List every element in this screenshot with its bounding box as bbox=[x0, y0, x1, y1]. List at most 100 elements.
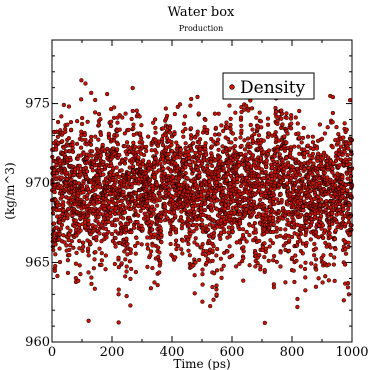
density-point bbox=[66, 136, 72, 141]
density-point bbox=[143, 144, 149, 150]
density-point bbox=[110, 220, 115, 225]
density-point bbox=[343, 247, 348, 252]
density-point bbox=[172, 131, 177, 137]
density-point bbox=[67, 232, 72, 237]
density-point bbox=[157, 197, 162, 203]
density-point bbox=[299, 188, 304, 194]
density-point bbox=[117, 127, 122, 132]
density-point bbox=[160, 136, 165, 142]
density-point bbox=[278, 192, 283, 197]
density-point bbox=[239, 151, 244, 157]
density-point bbox=[188, 186, 193, 192]
density-point bbox=[200, 272, 205, 277]
density-point bbox=[212, 132, 218, 137]
density-point bbox=[162, 204, 168, 209]
density-point bbox=[345, 176, 350, 181]
density-point bbox=[200, 267, 205, 272]
density-point bbox=[128, 206, 134, 212]
density-point bbox=[287, 238, 292, 243]
density-point bbox=[305, 134, 311, 139]
density-point bbox=[310, 155, 315, 160]
density-point bbox=[311, 161, 316, 166]
density-point bbox=[159, 232, 164, 238]
density-point bbox=[305, 143, 311, 148]
density-point bbox=[89, 275, 94, 280]
density-point bbox=[173, 238, 179, 243]
density-point bbox=[79, 78, 84, 83]
density-point bbox=[148, 249, 154, 254]
density-point bbox=[289, 113, 294, 118]
density-point bbox=[165, 155, 170, 161]
density-point bbox=[293, 253, 298, 258]
density-point bbox=[274, 259, 279, 264]
density-point bbox=[65, 258, 71, 263]
density-point bbox=[292, 279, 297, 285]
density-point bbox=[322, 170, 327, 176]
density-point bbox=[205, 227, 211, 232]
density-point bbox=[289, 234, 295, 240]
density-point bbox=[77, 246, 82, 251]
density-point bbox=[179, 247, 184, 252]
density-point bbox=[199, 206, 204, 211]
density-point bbox=[53, 242, 58, 247]
density-point bbox=[144, 148, 149, 154]
density-point bbox=[331, 262, 337, 267]
density-point bbox=[285, 217, 290, 223]
density-point bbox=[276, 209, 282, 214]
density-point bbox=[283, 280, 288, 285]
density-point bbox=[203, 117, 208, 123]
y-axis-ticks: 960 965 970 975 bbox=[25, 55, 352, 350]
density-point bbox=[103, 253, 108, 258]
density-point bbox=[124, 264, 129, 269]
density-point bbox=[113, 244, 118, 249]
density-point bbox=[229, 140, 234, 145]
density-point bbox=[317, 122, 323, 127]
density-point bbox=[99, 251, 104, 256]
density-point bbox=[328, 245, 333, 250]
density-point bbox=[218, 256, 224, 261]
density-point bbox=[60, 194, 65, 199]
density-point bbox=[176, 243, 181, 249]
density-point bbox=[74, 250, 79, 256]
density-point bbox=[106, 205, 112, 210]
density-point bbox=[262, 254, 267, 260]
density-point bbox=[55, 134, 60, 139]
density-point bbox=[214, 253, 219, 258]
density-point bbox=[272, 201, 277, 207]
density-point bbox=[73, 227, 79, 233]
density-point bbox=[230, 131, 236, 136]
density-point bbox=[140, 158, 146, 163]
density-point bbox=[79, 97, 84, 102]
density-point bbox=[140, 140, 145, 145]
density-point bbox=[244, 239, 249, 244]
density-point bbox=[209, 153, 215, 159]
density-point bbox=[113, 177, 118, 182]
density-point bbox=[188, 126, 194, 131]
density-point bbox=[122, 161, 128, 166]
density-point bbox=[240, 227, 246, 232]
density-point bbox=[347, 157, 352, 162]
density-point bbox=[292, 225, 297, 230]
density-point bbox=[251, 199, 257, 204]
density-point bbox=[188, 136, 194, 141]
density-point bbox=[215, 198, 220, 203]
density-point bbox=[205, 163, 210, 169]
density-point bbox=[215, 141, 220, 146]
density-point bbox=[139, 242, 144, 247]
density-point bbox=[145, 242, 150, 247]
density-point bbox=[161, 126, 166, 131]
density-point bbox=[92, 257, 97, 262]
density-point bbox=[241, 249, 246, 254]
density-point bbox=[221, 168, 227, 173]
density-point bbox=[88, 241, 93, 247]
density-point bbox=[116, 287, 121, 292]
density-point bbox=[244, 229, 249, 235]
density-point bbox=[241, 255, 246, 261]
density-point bbox=[82, 200, 87, 205]
density-point bbox=[252, 220, 258, 226]
density-point bbox=[214, 283, 219, 288]
x-tick-label: 1000 bbox=[335, 345, 368, 360]
density-point bbox=[183, 126, 188, 132]
density-point bbox=[349, 223, 354, 228]
density-point bbox=[73, 218, 78, 223]
